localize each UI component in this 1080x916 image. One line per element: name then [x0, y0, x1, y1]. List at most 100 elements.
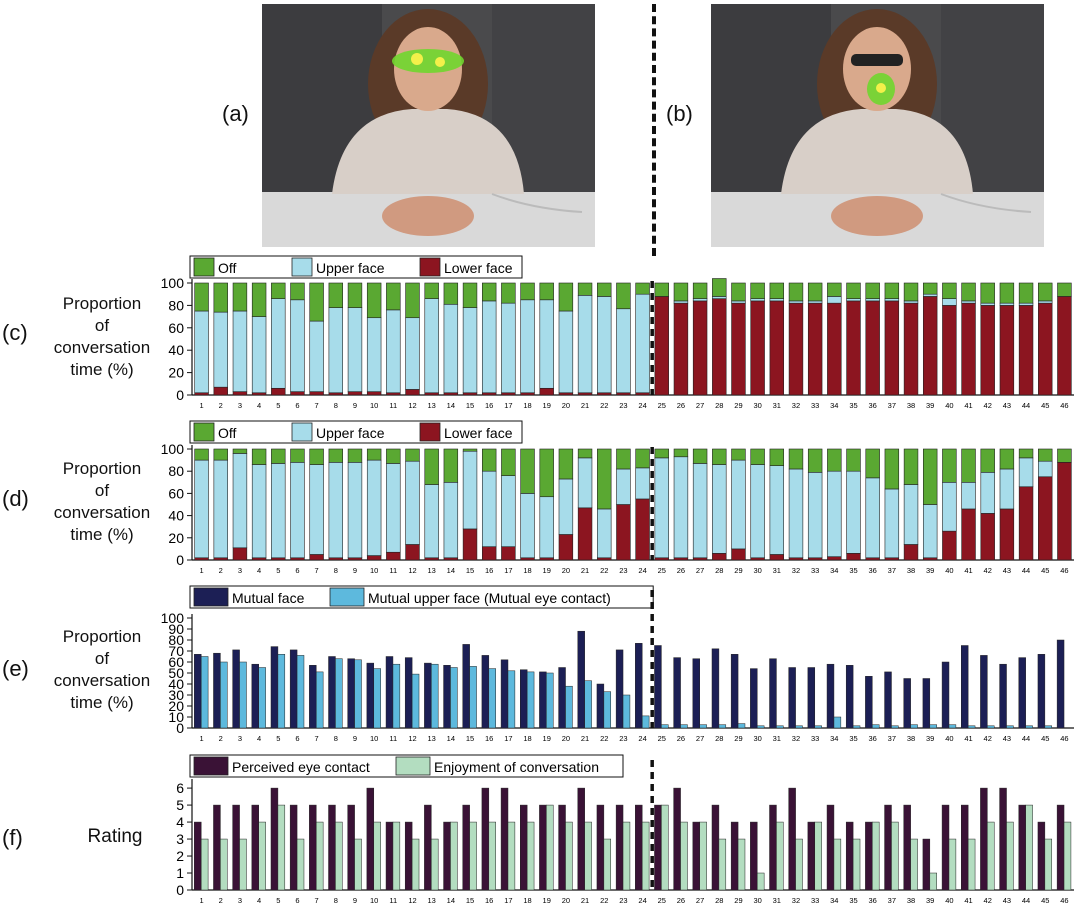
- bar-segment: [616, 392, 631, 396]
- bar: [1018, 804, 1026, 891]
- y-axis-title-e: Proportion of conversation time (%): [22, 626, 182, 714]
- bar-segment: [539, 299, 554, 389]
- bar-segment: [635, 448, 650, 469]
- bar: [1018, 657, 1026, 729]
- bar-segment: [424, 484, 439, 559]
- bar: [603, 838, 612, 891]
- bar: [635, 643, 643, 729]
- bar: [845, 821, 854, 891]
- bar: [526, 671, 535, 729]
- x-tick-label: 25: [658, 734, 666, 743]
- bar: [730, 654, 739, 729]
- y-tick-label: 0: [176, 387, 184, 403]
- y-tick-label: 5: [176, 797, 184, 813]
- bar-segment: [922, 448, 938, 505]
- bar-segment: [635, 293, 650, 394]
- bar-segment: [539, 387, 554, 396]
- bar: [750, 668, 758, 729]
- bar: [546, 672, 554, 729]
- x-tick-label: 17: [504, 896, 512, 905]
- bar-segment: [462, 307, 478, 394]
- x-tick-label: 22: [600, 896, 608, 905]
- bar-segment: [309, 391, 324, 396]
- bar-segment: [501, 546, 516, 561]
- x-tick-label: 27: [696, 734, 704, 743]
- y-tick-label: 3: [176, 831, 184, 847]
- bar-segment: [251, 448, 267, 465]
- bar-segment: [1038, 300, 1053, 304]
- bar-segment: [750, 448, 765, 465]
- y-title-line: time (%): [70, 525, 134, 544]
- x-tick-label: 15: [466, 401, 474, 410]
- bar: [795, 725, 803, 729]
- bar: [737, 838, 746, 891]
- bar-segment: [462, 528, 478, 561]
- x-tick-label: 38: [907, 401, 915, 410]
- x-tick-label: 31: [773, 734, 781, 743]
- x-tick-label: 21: [581, 401, 589, 410]
- x-tick-label: 45: [1041, 734, 1049, 743]
- bar-segment: [271, 463, 286, 559]
- bar-segment: [654, 282, 669, 297]
- bar-segment: [424, 282, 439, 299]
- bar-segment: [827, 282, 842, 297]
- bar: [654, 804, 662, 891]
- bar: [270, 787, 279, 891]
- x-tick-label: 29: [734, 401, 742, 410]
- y-title-line: time (%): [70, 693, 134, 712]
- legend-label: Off: [218, 260, 237, 276]
- bar-segment: [922, 557, 938, 561]
- x-tick-label: 46: [1060, 401, 1068, 410]
- bar-segment: [271, 282, 286, 299]
- y-title-line: conversation: [53, 338, 151, 357]
- bar: [469, 821, 477, 891]
- bar: [584, 821, 592, 891]
- x-tick-label: 8: [334, 734, 338, 743]
- x-tick-label: 41: [964, 401, 972, 410]
- bar-segment: [750, 282, 765, 299]
- x-tick-label: 4: [257, 896, 261, 905]
- bar-segment: [328, 307, 344, 394]
- bar: [296, 655, 305, 729]
- x-tick-label: 7: [315, 734, 319, 743]
- bar-segment: [328, 392, 344, 396]
- bar-segment: [597, 448, 612, 510]
- bar: [967, 725, 976, 729]
- bar-segment: [961, 508, 976, 561]
- bar-segment: [731, 548, 746, 561]
- bar-segment: [347, 448, 363, 463]
- bar-segment: [788, 468, 804, 559]
- x-tick-label: 35: [849, 401, 857, 410]
- bar: [258, 821, 266, 891]
- x-tick-label: 36: [869, 734, 877, 743]
- x-tick-label: 18: [523, 401, 531, 410]
- x-tick-label: 30: [753, 734, 761, 743]
- bar-segment: [386, 463, 401, 553]
- bar: [481, 787, 490, 891]
- bar-segment: [194, 557, 209, 561]
- bar: [309, 804, 317, 891]
- bar: [654, 645, 662, 729]
- bar-segment: [1038, 302, 1053, 396]
- x-tick-label: 43: [1003, 401, 1011, 410]
- bar: [488, 821, 496, 891]
- bar: [431, 838, 439, 891]
- y-tick-label: 70: [168, 643, 184, 659]
- bar: [980, 787, 988, 891]
- bar-segment: [1038, 448, 1053, 462]
- bar-segment: [750, 300, 765, 396]
- bar-segment: [922, 296, 938, 396]
- bar-segment: [980, 305, 995, 396]
- x-tick-label: 18: [523, 734, 531, 743]
- bar: [431, 663, 439, 729]
- bar-segment: [846, 300, 861, 396]
- bar: [577, 787, 585, 891]
- bar-segment: [692, 298, 708, 302]
- x-tick-label: 23: [619, 734, 627, 743]
- x-tick-label: 5: [276, 401, 280, 410]
- bar-segment: [232, 282, 248, 312]
- bar: [411, 838, 420, 891]
- bar-segment: [309, 320, 324, 392]
- bar-segment: [961, 300, 976, 304]
- bar-segment: [942, 305, 957, 396]
